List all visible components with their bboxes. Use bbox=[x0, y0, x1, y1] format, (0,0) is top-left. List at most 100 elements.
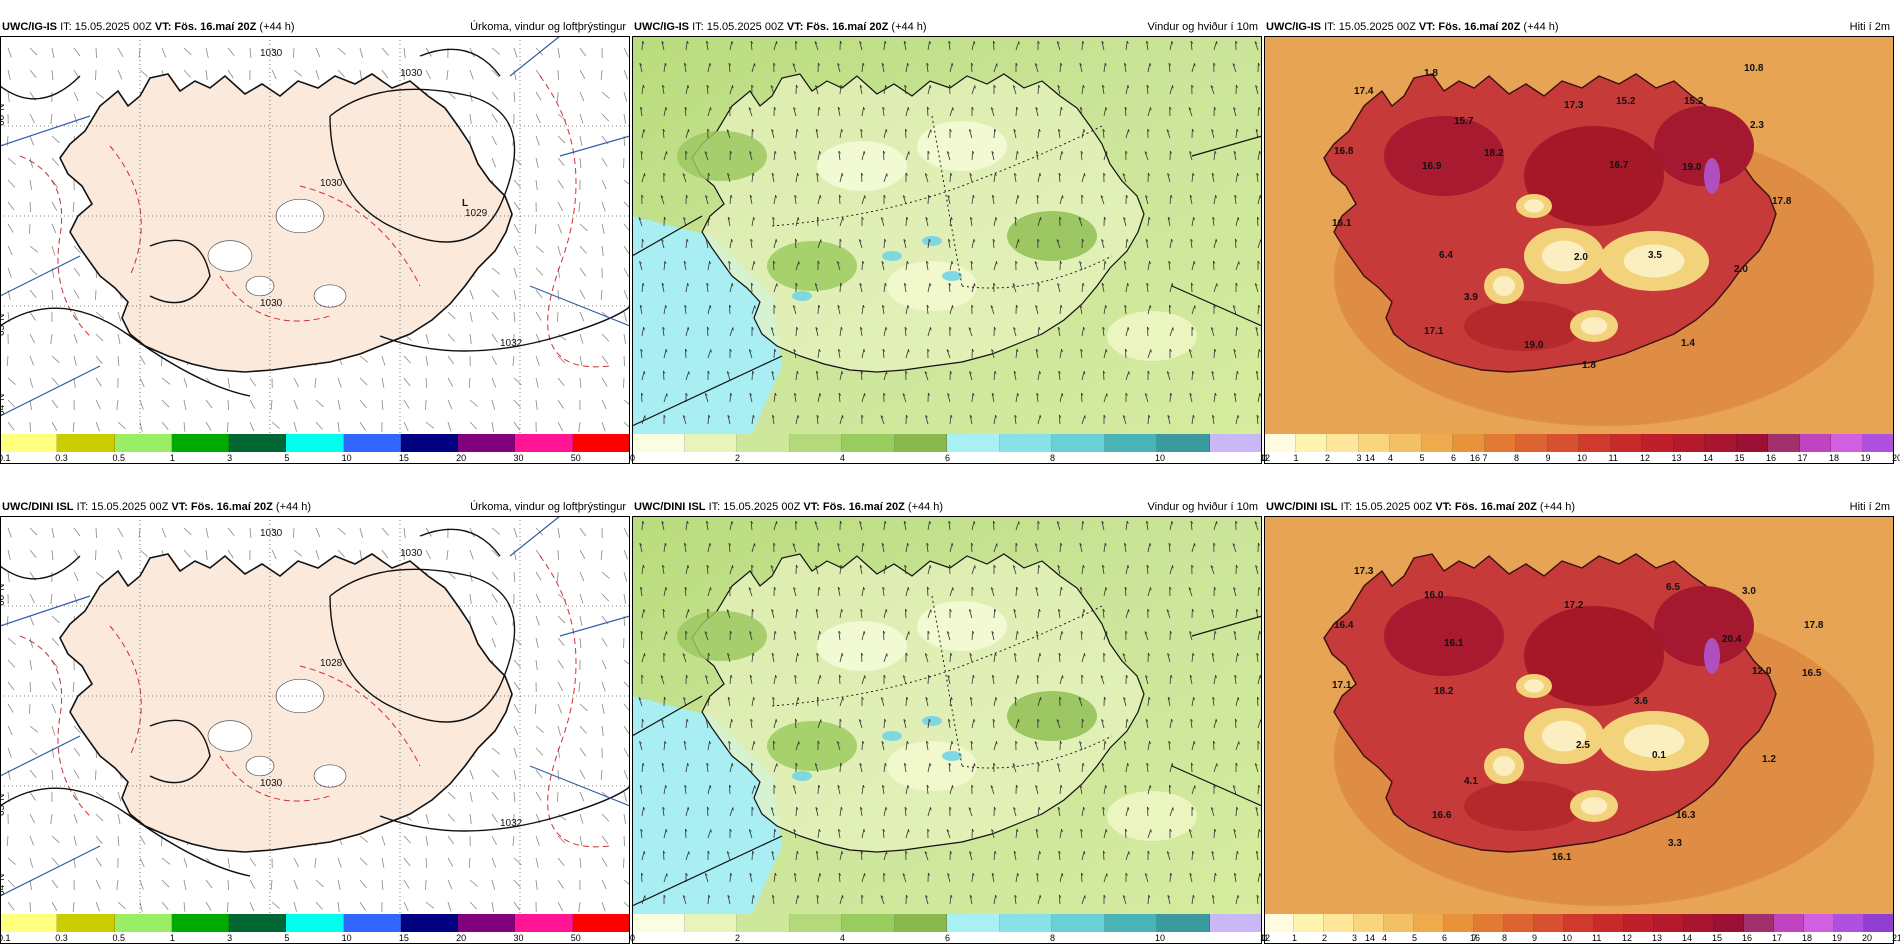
map-svg: 1030 1030 1028 1030 1032 66°N 65°N 64°N bbox=[0, 516, 630, 914]
colorbar-swatch bbox=[1774, 914, 1804, 932]
panel-header: UWC/IG-IS IT: 15.05.2025 00Z VT: Fös. 16… bbox=[0, 0, 630, 36]
colorbar-tick-label: 10 bbox=[1562, 933, 1573, 943]
lead-time: (+44 h) bbox=[259, 21, 295, 33]
colorbar-swatch bbox=[1594, 914, 1624, 932]
colorbar-swatch bbox=[842, 914, 895, 932]
colorbar-tick-label: 5 bbox=[284, 453, 290, 463]
colorbar-swatch bbox=[1624, 914, 1654, 932]
map-canvas bbox=[632, 36, 1262, 434]
isobars bbox=[0, 528, 630, 877]
colorbar-tick-label: 14 bbox=[1365, 933, 1376, 943]
temperature-value: 17.3 bbox=[1354, 566, 1374, 577]
valid-time: VT: Fös. 16.maí 20Z bbox=[1435, 501, 1537, 513]
lead-time: (+44 h) bbox=[907, 501, 944, 513]
temperature-value: 18.2 bbox=[1434, 686, 1454, 697]
temperature-value: 10.8 bbox=[1744, 63, 1764, 74]
temperature-value: 3.0 bbox=[1742, 586, 1756, 597]
colorbar bbox=[632, 914, 1262, 932]
colorbar-tick-label: 7 bbox=[1472, 933, 1478, 943]
colorbar-swatch bbox=[1421, 434, 1453, 452]
colorbar bbox=[0, 434, 630, 452]
init-time: IT: 15.05.2025 00Z bbox=[1340, 501, 1433, 513]
colorbar-swatch bbox=[999, 434, 1052, 452]
colorbar-swatch bbox=[1104, 434, 1157, 452]
isobar-label: 1032 bbox=[500, 818, 523, 829]
colorbar-tick-label: 3 bbox=[1356, 453, 1362, 463]
colorbar-swatch bbox=[1264, 434, 1296, 452]
colorbar-tick-label: 2 bbox=[1325, 453, 1331, 463]
colorbar-swatch bbox=[1564, 914, 1594, 932]
colorbar-tick-label: 15 bbox=[398, 453, 409, 463]
colorbar-swatch bbox=[286, 434, 344, 452]
colorbar-swatch bbox=[737, 434, 790, 452]
colorbar-tick-label: 0.5 bbox=[112, 453, 126, 463]
colorbar-swatch bbox=[999, 914, 1052, 932]
colorbar-tick-label: 6 bbox=[1451, 453, 1457, 463]
colorbar-swatch bbox=[458, 434, 516, 452]
colorbar-tick-label: 0.3 bbox=[55, 933, 68, 943]
colorbar-swatch bbox=[1768, 434, 1800, 452]
colorbar-tick-label: 4 bbox=[840, 933, 846, 943]
colorbar-tick-label: 50 bbox=[570, 933, 581, 943]
colorbar-tick-label: 0.3 bbox=[55, 453, 68, 463]
colorbar-tick-label: 0 bbox=[630, 933, 636, 943]
colorbar-tick-label: 0 bbox=[1262, 933, 1268, 943]
latitude-label: 64°N bbox=[0, 874, 7, 896]
map-canvas: 1030 1030 1030 1030 1032 1029 L 66°N 65°N 64°N bbox=[0, 36, 630, 434]
temperature-value: 17.8 bbox=[1804, 620, 1824, 631]
colorbar-tick-label: 20 bbox=[456, 933, 467, 943]
colorbar-swatch bbox=[1862, 434, 1894, 452]
latitude-label: 65°N bbox=[0, 794, 7, 816]
init-time: IT: 15.05.2025 00Z bbox=[60, 21, 152, 33]
colorbar-tick-label: 14 bbox=[1703, 453, 1714, 463]
colorbar-swatch bbox=[1654, 914, 1684, 932]
temperature-value: 20.4 bbox=[1722, 634, 1742, 645]
colorbar-tick-label: 16 bbox=[1766, 453, 1777, 463]
temperature-value: 16.4 bbox=[1334, 620, 1354, 631]
colorbar-tick-label: 0 bbox=[630, 453, 636, 463]
temperature-value: 16.1 bbox=[1332, 218, 1352, 229]
colorbar-swatch bbox=[1264, 914, 1294, 932]
valid-time: VT: Fös. 16.maí 20Z bbox=[171, 501, 273, 513]
panel-title: Hiti í 2m bbox=[1849, 501, 1890, 513]
colorbar-swatch bbox=[1547, 434, 1579, 452]
colorbar-swatch bbox=[1327, 434, 1359, 452]
isobar-label: 1032 bbox=[500, 338, 523, 349]
temperature-value: 16.9 bbox=[1422, 161, 1442, 172]
colorbar-swatch bbox=[1474, 914, 1504, 932]
temperature-value: 16.7 bbox=[1609, 160, 1629, 171]
map-panel-wind: UWC/DINI ISL IT: 15.05.2025 00Z VT: Fös.… bbox=[630, 480, 1480, 950]
colorbar-tick-label: 14 bbox=[1682, 933, 1693, 943]
colorbar-swatch bbox=[515, 434, 573, 452]
isobar-label: 1029 bbox=[465, 208, 488, 219]
temperature-value: 3.3 bbox=[1668, 838, 1682, 849]
colorbar-ticks: 0 1 2 3 4 5 6 7 8 9 10 11 12 13 14 15 16 17 18 19 20 21 bbox=[1262, 932, 1900, 944]
valid-time: VT: Fös. 16.maí 20Z bbox=[154, 21, 257, 33]
temperature-value: 6.5 bbox=[1666, 582, 1680, 593]
colorbar-swatch bbox=[1673, 434, 1705, 452]
temperature-value: 15.2 bbox=[1684, 96, 1704, 107]
temperature-value: 17.4 bbox=[1354, 86, 1374, 97]
panel-header: UWC/DINI ISL IT: 15.05.2025 00Z VT: Fös.… bbox=[1264, 480, 1894, 516]
colorbar-tick-label: 15 bbox=[1712, 933, 1723, 943]
colorbar-tick-label: 11 bbox=[1608, 453, 1618, 463]
colorbar-tick-label: 7 bbox=[1482, 453, 1488, 463]
colorbar-swatch bbox=[1804, 914, 1834, 932]
colorbar-ticks: 0.1 0.3 0.5 1 3 5 10 15 20 30 50 bbox=[0, 452, 630, 464]
colorbar-swatch bbox=[684, 914, 737, 932]
colorbar-tick-label: 30 bbox=[513, 933, 524, 943]
colorbar-tick-label: 9 bbox=[1545, 453, 1551, 463]
graticule-lines bbox=[0, 516, 630, 897]
colorbar-tick-label: 6 bbox=[1442, 933, 1448, 943]
temperature-value: 2.0 bbox=[1574, 252, 1588, 263]
colorbar-swatch bbox=[1864, 914, 1894, 932]
colorbar-tick-label: 2 bbox=[735, 933, 741, 943]
panel-title: Úrkoma, vindur og loftþrýstingur bbox=[470, 21, 626, 33]
temperature-value: 16.0 bbox=[1424, 590, 1444, 601]
init-time: IT: 15.05.2025 00Z bbox=[1324, 21, 1416, 33]
colorbar-swatch bbox=[1484, 434, 1516, 452]
temperature-value: 18.2 bbox=[1484, 148, 1504, 159]
colorbar-swatch bbox=[789, 914, 842, 932]
colorbar-swatch bbox=[57, 914, 115, 932]
